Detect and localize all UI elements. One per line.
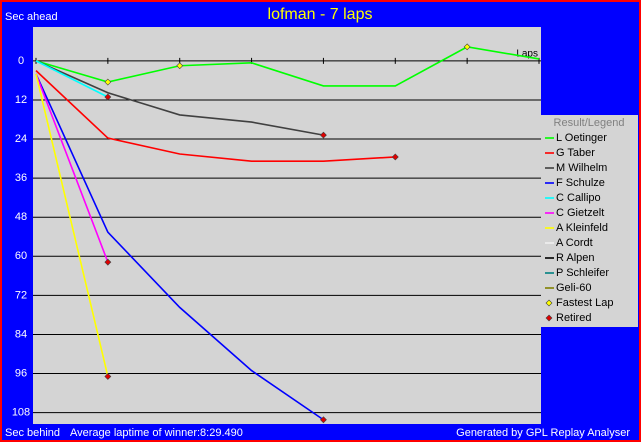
x-axis-label: Laps — [516, 49, 538, 60]
series-line — [35, 46, 540, 87]
credit: Generated by GPL Replay Analyser — [456, 427, 630, 439]
retired-marker — [391, 153, 399, 161]
legend-label: A Kleinfeld — [556, 222, 608, 234]
series-line — [35, 70, 396, 162]
y-tick-label: 108 — [12, 407, 30, 419]
series-line — [35, 73, 109, 263]
legend-label: C Gietzelt — [556, 207, 604, 219]
legend-label: R Alpen — [556, 252, 595, 264]
legend-label: L Oetinger — [556, 132, 607, 144]
series-line — [35, 60, 109, 98]
legend-label: F Schulze — [556, 177, 605, 189]
y-label-top: Sec ahead — [5, 11, 58, 23]
y-tick-label: 96 — [15, 367, 27, 379]
chart-title: lofman - 7 laps — [268, 6, 373, 23]
legend-label: A Cordt — [556, 237, 593, 249]
legend-label: C Callipo — [556, 192, 601, 204]
y-label-bottom: Sec behind — [5, 427, 60, 439]
retired-marker — [320, 131, 327, 139]
y-tick-label: 72 — [15, 289, 27, 301]
legend-swatch — [545, 299, 553, 307]
series-line — [35, 73, 109, 377]
y-tick-label: 60 — [15, 250, 27, 262]
series-line — [35, 73, 324, 421]
retired-marker — [104, 373, 112, 380]
footer-note: Average laptime of winner:8:29.490 — [70, 427, 243, 439]
fastest-lap-marker — [463, 43, 471, 51]
retired-marker — [320, 416, 327, 424]
legend-label: P Schleifer — [556, 267, 609, 279]
legend — [541, 115, 638, 327]
y-tick-label: 24 — [15, 133, 27, 145]
legend-label: Fastest Lap — [556, 297, 613, 309]
series-line — [35, 60, 324, 136]
y-tick-label: 0 — [18, 55, 24, 67]
legend-label: Retired — [556, 312, 591, 324]
legend-label: G Taber — [556, 147, 595, 159]
y-tick-label: 48 — [15, 211, 27, 223]
y-tick-label: 12 — [15, 94, 27, 106]
fastest-lap-marker — [176, 62, 184, 70]
legend-label: M Wilhelm — [556, 162, 607, 174]
plot-area — [33, 27, 541, 424]
legend-swatch — [545, 314, 553, 322]
fastest-lap-marker — [104, 78, 112, 86]
retired-marker — [104, 258, 112, 266]
legend-title: Result/Legend — [554, 117, 625, 129]
y-tick-label: 84 — [15, 328, 27, 340]
y-tick-label: 36 — [15, 172, 27, 184]
legend-label: Geli-60 — [556, 282, 591, 294]
retired-marker — [104, 93, 112, 101]
